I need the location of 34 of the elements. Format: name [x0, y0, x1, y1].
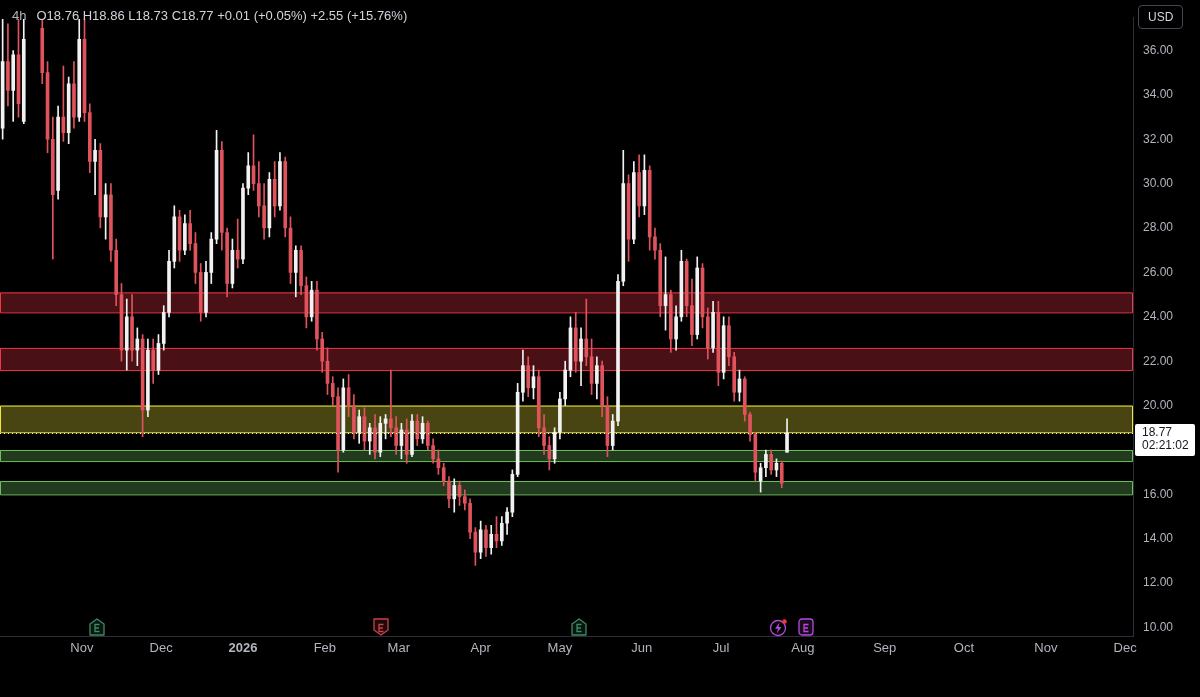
- y-tick-label: 10.00: [1143, 619, 1174, 634]
- text: 02:21:02: [1142, 438, 1190, 453]
- y-tick-label: 24.00: [1143, 309, 1174, 324]
- x-tick-label: Dec: [1113, 639, 1138, 655]
- x-tick-label: May: [547, 639, 573, 655]
- x-tick-label: Mar: [387, 639, 411, 655]
- y-tick-label: 30.00: [1143, 175, 1174, 190]
- y-tick-label: 20.00: [1143, 397, 1174, 412]
- x-tick-label: Oct: [953, 639, 975, 655]
- x-tick-label: Jun: [631, 639, 653, 655]
- y-tick-label: 14.00: [1143, 531, 1174, 546]
- y-tick-label: 28.00: [1143, 220, 1174, 235]
- y-tick-label: 26.00: [1143, 264, 1174, 279]
- y-tick-label: 32.00: [1143, 131, 1174, 146]
- x-tick-label: Nov: [70, 639, 94, 655]
- x-tick-label: Feb: [313, 639, 337, 655]
- x-tick-label: 2026: [228, 639, 258, 655]
- x-tick-label: Dec: [149, 639, 174, 655]
- chart-subtitle: O18.76 H18.86 L18.73 C18.77 +0.01 (+0.05%) +2.55 (+15.76%): [36, 8, 408, 23]
- x-tick-label: Nov: [1034, 639, 1058, 655]
- chart-title: 4h: [12, 8, 27, 23]
- y-tick-label: 12.00: [1143, 575, 1174, 590]
- y-tick-label: 34.00: [1143, 87, 1174, 102]
- x-tick-label: Aug: [791, 639, 815, 655]
- x-tick-label: Sep: [873, 639, 897, 655]
- y-tick-label: 16.00: [1143, 486, 1174, 501]
- x-tick-label: Apr: [470, 639, 492, 655]
- y-tick-label: 22.00: [1143, 353, 1174, 368]
- ref-line-label: 18.77: [1142, 425, 1173, 440]
- y-tick-label: 36.00: [1143, 42, 1174, 57]
- candlestick: [235, 218, 240, 269]
- candlestick: [93, 138, 97, 196]
- x-tick-label: Jul: [712, 639, 730, 655]
- y-axis-title: USD: [1138, 5, 1184, 29]
